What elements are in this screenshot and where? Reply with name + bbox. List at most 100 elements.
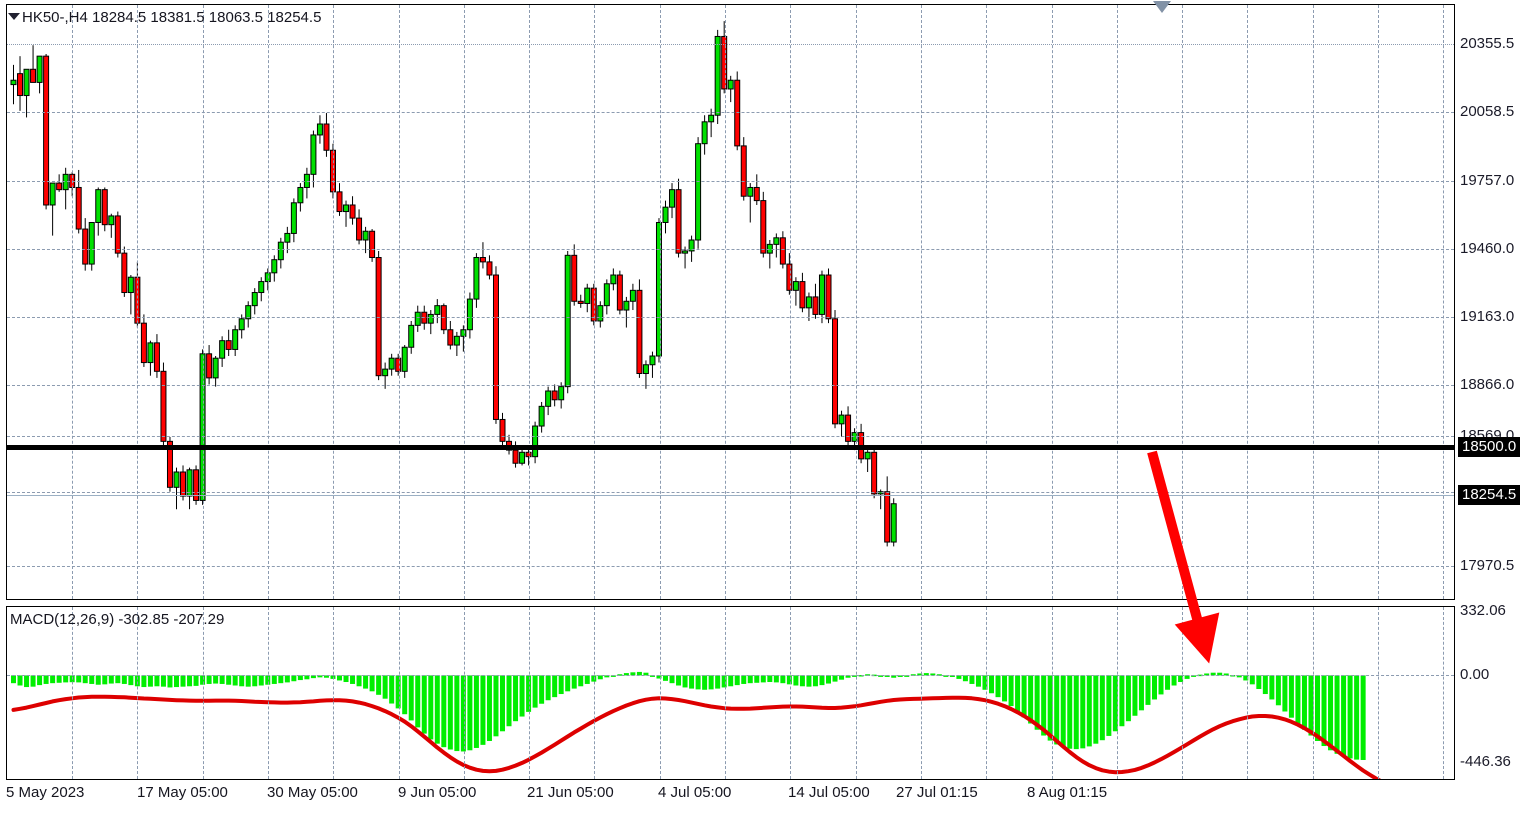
candle-body-bearish [369, 230, 376, 259]
candle-body-bullish [682, 250, 689, 254]
support-resistance-line[interactable] [6, 445, 1455, 450]
macd-histogram-bar [1054, 675, 1060, 745]
macd-histogram-bar [1171, 675, 1177, 686]
macd-histogram-bar [1125, 675, 1131, 722]
vertical-gridline [137, 5, 139, 599]
candle-body-bullish [597, 305, 604, 322]
macd-zero-gridline [7, 675, 1454, 677]
triangle-down-icon[interactable] [8, 13, 20, 20]
vertical-gridline [1116, 607, 1118, 779]
macd-histogram-bar [350, 675, 356, 684]
macd-histogram-bar [30, 675, 36, 687]
macd-histogram-bar [174, 675, 179, 688]
macd-histogram-bar [1328, 675, 1334, 751]
vertical-gridline [659, 607, 661, 779]
macd-histogram-bar [1067, 675, 1073, 749]
macd-histogram-bar [708, 675, 714, 690]
vertical-gridline [920, 607, 922, 779]
vertical-gridline [398, 607, 400, 779]
candle-body-bearish [43, 55, 50, 206]
candle-body-bullish [284, 232, 291, 243]
candle-body-bearish [760, 200, 767, 254]
candle-body-bullish [408, 324, 415, 348]
candle-body-bullish [127, 276, 134, 294]
macd-histogram-bar [1073, 675, 1079, 750]
vertical-gridline [1443, 607, 1445, 779]
candle-body-bearish [114, 215, 121, 254]
macd-histogram-bar [773, 675, 779, 683]
candle-body-bullish [642, 364, 649, 375]
candle-body-bullish [818, 274, 825, 315]
macd-histogram-bar [1315, 675, 1320, 741]
horizontal-gridline [7, 249, 1454, 250]
candle-body-bearish [153, 342, 160, 372]
time-axis-tick-label: 27 Jul 01:15 [896, 784, 978, 801]
macd-histogram-bar [76, 675, 82, 683]
price-plot-area[interactable] [7, 5, 1454, 599]
macd-histogram-bar [799, 675, 805, 687]
vertical-gridline [790, 5, 792, 599]
macd-histogram-bar [193, 675, 199, 686]
candle-body-bullish [232, 329, 239, 350]
macd-histogram-bar [682, 675, 688, 688]
current-price-badge[interactable]: 18254.5 [1458, 485, 1521, 505]
candle-body-bearish [336, 191, 343, 213]
macd-histogram-bar [754, 675, 760, 683]
macd-histogram-bar [421, 675, 427, 734]
macd-histogram-bar [1028, 675, 1034, 724]
candle-body-bullish [251, 292, 258, 307]
vertical-gridline [1443, 5, 1445, 599]
candle-body-bullish [603, 283, 610, 307]
vertical-gridline [1378, 5, 1379, 599]
candle-body-bullish [727, 79, 734, 90]
macd-histogram-bar [382, 675, 388, 699]
vertical-gridline [855, 5, 857, 599]
macd-histogram-bar [1288, 675, 1294, 718]
macd-histogram-bar [1152, 675, 1157, 700]
macd-histogram-bar [434, 675, 440, 744]
macd-histogram-bar [780, 675, 786, 684]
vertical-gridline [333, 5, 335, 599]
macd-histogram-bar [415, 675, 421, 728]
candle-body-bearish [225, 340, 232, 350]
candle-body-bullish [414, 311, 421, 326]
macd-histogram-bar [252, 675, 258, 687]
candle-body-bullish [23, 68, 30, 97]
vertical-gridline [1116, 5, 1118, 599]
horizontal-gridline [7, 385, 1454, 386]
level-price-badge[interactable]: 18500.0 [1458, 437, 1521, 457]
macd-histogram-bar [43, 675, 49, 684]
macd-histogram-bar [11, 675, 16, 684]
macd-histogram-bar [102, 675, 108, 685]
macd-histogram-bar [1262, 675, 1268, 695]
time-axis-tick-label: 14 Jul 05:00 [788, 784, 870, 801]
time-axis-tick-label: 5 May 2023 [6, 784, 85, 801]
vertical-gridline [267, 607, 269, 779]
vertical-gridline [1247, 5, 1249, 599]
candle-body-bearish [884, 491, 891, 543]
vertical-gridline [1378, 607, 1379, 779]
candle-body-bullish [701, 121, 708, 145]
macd-histogram-bar [356, 675, 362, 687]
candle-body-bullish [453, 335, 460, 346]
macd-histogram-bar [1086, 675, 1092, 747]
vertical-gridline [463, 607, 465, 779]
vertical-gridline [986, 607, 988, 779]
macd-histogram-bar [975, 675, 981, 687]
macd-plot-area[interactable] [7, 607, 1454, 779]
macd-histogram-bar [147, 675, 153, 687]
horizontal-gridline [7, 181, 1454, 182]
price-axis-tick-label: 19460.0 [1460, 240, 1515, 257]
vertical-gridline [1182, 607, 1184, 779]
macd-histogram-bar [1295, 675, 1301, 724]
candle-body-bullish [434, 305, 441, 315]
candle-body-bullish [401, 346, 408, 372]
candle-body-bullish [277, 241, 284, 261]
vertical-gridline [267, 5, 269, 599]
macd-histogram-bar [95, 675, 101, 685]
vertical-gridline [725, 5, 726, 599]
candle-body-bearish [616, 274, 623, 311]
time-axis-tick-label: 30 May 05:00 [267, 784, 358, 801]
macd-histogram-bar [806, 675, 812, 687]
vertical-gridline [1051, 5, 1053, 599]
